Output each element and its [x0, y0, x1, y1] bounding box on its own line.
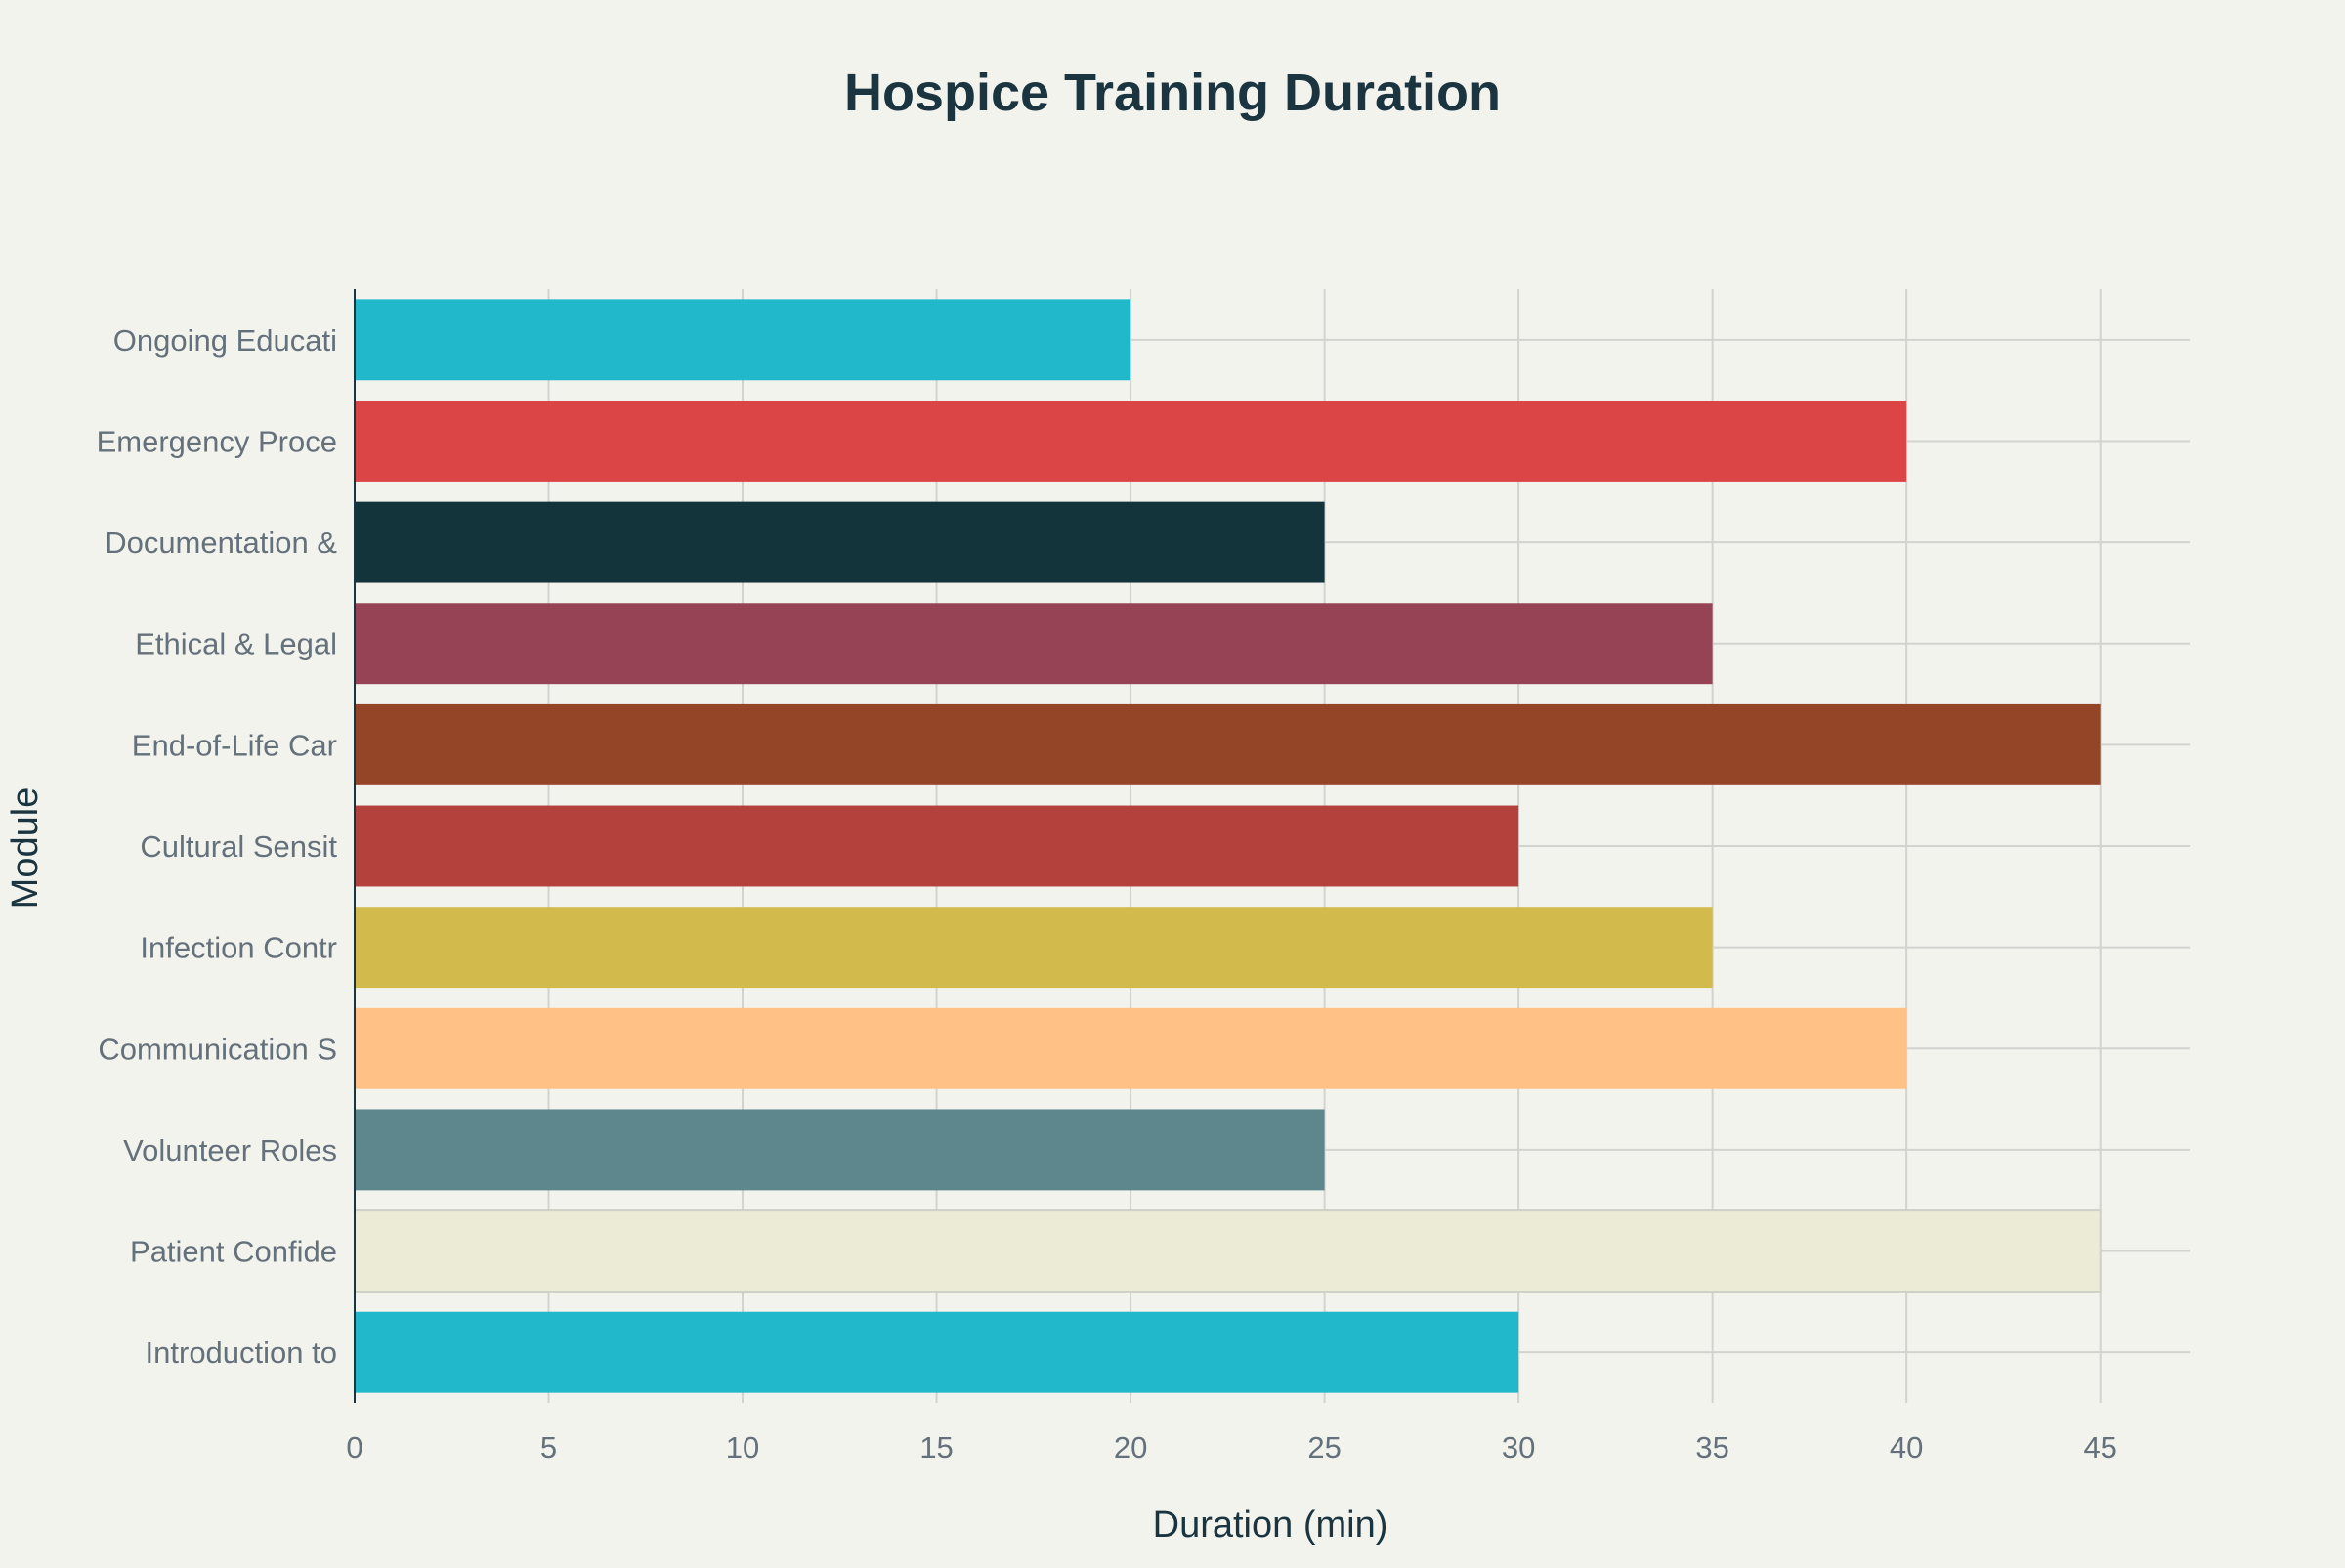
bar: [355, 1007, 1907, 1089]
y-tick-label: Introduction to: [146, 1335, 337, 1370]
bar: [354, 1209, 2102, 1293]
x-tick-label: 15: [919, 1430, 953, 1464]
y-tick-label: Emergency Proce: [97, 424, 337, 458]
y-tick-label: Documentation &: [105, 526, 337, 560]
bar: [355, 1109, 1325, 1191]
x-tick-label: 0: [346, 1430, 362, 1464]
x-tick-label: 45: [2083, 1430, 2116, 1464]
x-tick-label: 5: [540, 1430, 557, 1464]
y-axis-title: Module: [5, 787, 46, 910]
bar: [355, 907, 1713, 989]
y-tick-label: Ethical & Legal: [135, 627, 337, 661]
bar: [355, 1311, 1519, 1393]
bar: [355, 401, 1907, 482]
y-tick-label: Communication S: [98, 1032, 337, 1066]
x-tick-label: 35: [1695, 1430, 1728, 1464]
x-tick-label: 25: [1307, 1430, 1341, 1464]
y-tick-label: Patient Confide: [130, 1235, 337, 1269]
chart-title: Hospice Training Duration: [844, 64, 1501, 122]
axes: Introduction to Patient Confide Volunteer …: [97, 289, 2117, 1464]
y-tick-label: Infection Contr: [140, 931, 337, 965]
bar: [355, 805, 1519, 887]
x-tick-label: 40: [1890, 1430, 1923, 1464]
bar: [355, 703, 2101, 785]
bar: [355, 603, 1713, 685]
y-tick-label: Ongoing Educati: [113, 323, 337, 358]
bar: [355, 501, 1325, 583]
y-tick-label: Cultural Sensit: [140, 829, 337, 864]
bar: [355, 299, 1131, 381]
x-tick-label: 30: [1502, 1430, 1535, 1464]
x-tick-label: 10: [726, 1430, 759, 1464]
x-axis-title: Duration (min): [1153, 1504, 1388, 1546]
y-tick-label: Volunteer Roles: [123, 1133, 337, 1167]
bars: [354, 299, 2102, 1393]
y-tick-label: End-of-Life Car: [132, 728, 337, 762]
x-tick-label: 20: [1114, 1430, 1147, 1464]
